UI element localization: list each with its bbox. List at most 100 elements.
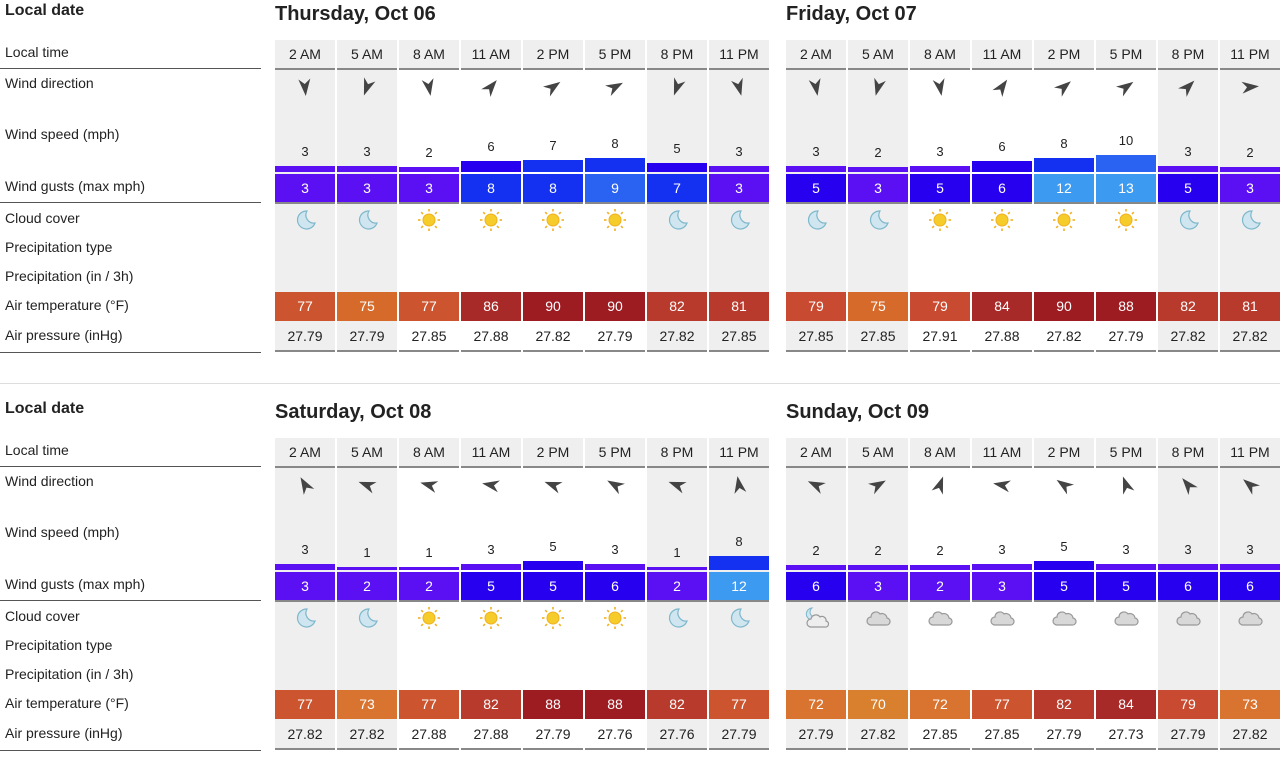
local-time-cell: 11 PM [1220, 438, 1280, 468]
wind-speed-bar [910, 165, 970, 172]
local-time-cell: 5 PM [585, 438, 645, 468]
hour-column: 5 PM 3 6 88 27.76 [585, 438, 645, 750]
local-time-cell: 2 PM [1034, 40, 1094, 70]
air-temperature-cell: 82 [1034, 690, 1094, 719]
hour-column: 11 AM 6 6 84 27.88 [972, 40, 1032, 352]
wind-speed-value: 3 [1184, 541, 1192, 557]
sun-icon [1051, 207, 1077, 233]
wind-gust-cell: 5 [461, 572, 521, 602]
air-pressure-cell: 27.79 [1158, 720, 1218, 750]
local-time-cell: 11 AM [461, 438, 521, 468]
air-pressure-cell: 27.82 [1158, 322, 1218, 352]
moon-icon [292, 207, 318, 233]
row-label-precip-amount: Precipitation (in / 3h) [5, 268, 134, 284]
wind-direction-arrow-icon [1112, 73, 1140, 101]
wind-speed-bar [1096, 563, 1156, 570]
moon-icon [726, 207, 752, 233]
wind-speed-bar [709, 165, 769, 172]
wind-speed-value: 1 [425, 544, 433, 560]
sun-icon [416, 605, 442, 631]
day-block: Thursday, Oct 06 2 AM 3 3 77 27.79 5 AM 3 3 75 27.… [275, 0, 771, 360]
wind-speed-bar [1158, 165, 1218, 172]
hour-column: 5 AM 2 3 70 27.82 [848, 438, 908, 750]
hour-column: 2 PM 8 12 90 27.82 [1034, 40, 1094, 352]
wind-speed-value: 3 [735, 143, 743, 159]
wind-direction-arrow-icon [354, 74, 380, 100]
wind-gust-cell: 6 [1158, 572, 1218, 602]
hour-column: 11 AM 3 3 77 27.85 [972, 438, 1032, 750]
wind-speed-value: 2 [812, 543, 820, 558]
local-time-cell: 5 PM [585, 40, 645, 70]
local-time-cell: 5 AM [848, 438, 908, 468]
wind-direction-arrow-icon [1174, 471, 1202, 499]
air-temperature-cell: 77 [399, 690, 459, 719]
wind-direction-arrow-icon [1239, 76, 1261, 98]
air-temperature-cell: 77 [275, 292, 335, 321]
wind-speed-value: 8 [1060, 136, 1068, 151]
row-label-wind-gusts: Wind gusts (max mph) [5, 178, 146, 194]
wind-speed-bar [523, 159, 583, 172]
cloud-icon [989, 605, 1015, 631]
wind-direction-arrow-icon [664, 472, 690, 498]
row-label-precip-type: Precipitation type [5, 239, 113, 255]
sun-icon [416, 207, 442, 233]
hour-column: 2 PM 7 8 90 27.82 [523, 40, 583, 352]
moon-icon [354, 207, 380, 233]
cloud-icon [1113, 605, 1139, 631]
moon-icon [292, 605, 318, 631]
moon-icon [726, 605, 752, 631]
wind-gust-cell: 3 [337, 174, 397, 204]
air-temperature-cell: 75 [848, 292, 908, 321]
hour-column: 2 PM 5 5 82 27.79 [1034, 438, 1094, 750]
air-temperature-cell: 84 [972, 292, 1032, 321]
air-temperature-cell: 90 [1034, 292, 1094, 321]
hour-column: 8 AM 1 2 77 27.88 [399, 438, 459, 750]
wind-speed-value: 2 [874, 543, 882, 558]
row-label-local-time: Local time [5, 442, 69, 458]
air-temperature-cell: 79 [1158, 690, 1218, 719]
row-label-cloud-cover: Cloud cover [5, 210, 80, 226]
air-pressure-cell: 27.82 [1034, 322, 1094, 352]
wind-gust-cell: 6 [972, 174, 1032, 204]
local-time-cell: 5 AM [848, 40, 908, 70]
air-temperature-cell: 73 [337, 690, 397, 719]
air-pressure-cell: 27.79 [1034, 720, 1094, 750]
air-temperature-cell: 70 [848, 690, 908, 719]
wind-gust-cell: 7 [647, 174, 707, 204]
moon-icon [865, 207, 891, 233]
wind-direction-arrow-icon [477, 73, 505, 101]
wind-gust-cell: 12 [1034, 174, 1094, 204]
wind-speed-bar [709, 556, 769, 570]
wind-speed-bar [647, 162, 707, 172]
row-divider [0, 202, 261, 203]
wind-gust-cell: 5 [523, 572, 583, 602]
forecast-section-2: Local date Local time Wind direction Wind s… [0, 398, 1280, 758]
air-pressure-cell: 27.85 [848, 322, 908, 352]
row-label-local-date: Local date [5, 2, 85, 19]
cloud-icon [927, 605, 953, 631]
hour-column: 8 AM 3 5 79 27.91 [910, 40, 970, 352]
wind-speed-value: 10 [1118, 133, 1134, 148]
wind-speed-value: 3 [1246, 541, 1254, 557]
local-time-cell: 5 AM [337, 438, 397, 468]
wind-gust-cell: 5 [1034, 572, 1094, 602]
local-time-cell: 8 PM [1158, 40, 1218, 70]
hour-column: 5 PM 10 13 88 27.79 [1096, 40, 1156, 352]
wind-speed-value: 2 [874, 145, 882, 160]
air-temperature-cell: 88 [523, 690, 583, 719]
row-divider [0, 466, 261, 467]
air-temperature-cell: 72 [786, 690, 846, 719]
hour-column: 2 AM 3 3 77 27.82 [275, 438, 335, 750]
air-temperature-cell: 82 [1158, 292, 1218, 321]
hour-column: 5 AM 2 3 75 27.85 [848, 40, 908, 352]
air-temperature-cell: 77 [275, 690, 335, 719]
wind-speed-value: 3 [301, 143, 309, 159]
wind-speed-value: 3 [812, 143, 820, 159]
wind-direction-arrow-icon [601, 73, 628, 100]
day-title: Sunday, Oct 09 [786, 401, 930, 423]
air-pressure-cell: 27.82 [337, 720, 397, 750]
local-time-cell: 2 AM [275, 40, 335, 70]
local-time-cell: 8 AM [399, 438, 459, 468]
local-time-cell: 5 PM [1096, 438, 1156, 468]
wind-speed-bar [461, 161, 521, 172]
